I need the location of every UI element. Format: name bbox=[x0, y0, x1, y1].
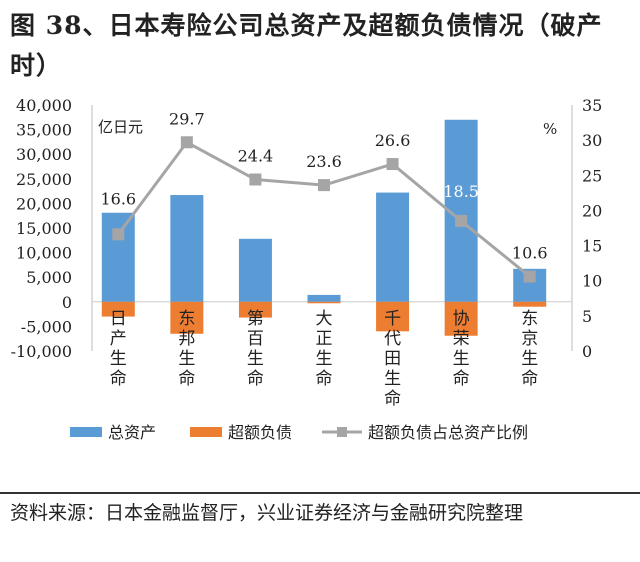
legend-label: 超额负债 bbox=[228, 423, 292, 442]
bar-超额负债 bbox=[101, 301, 135, 317]
category-label: 生 bbox=[247, 349, 264, 369]
left-tick-label: 20,000 bbox=[16, 194, 72, 213]
bar-总资产 bbox=[170, 195, 204, 302]
category-label: 命 bbox=[110, 369, 127, 389]
left-axis-unit: 亿日元 bbox=[98, 118, 143, 136]
category-label: 大 bbox=[316, 309, 333, 329]
line-marker bbox=[318, 179, 330, 192]
line-marker bbox=[455, 214, 468, 227]
chart: 40,000 35,000 30,000 25,000 20,000 15,000 10,0… bbox=[11, 96, 603, 442]
left-tick-label: 30,000 bbox=[16, 145, 72, 164]
left-tick-label: 40,000 bbox=[16, 96, 72, 115]
category-label: 命 bbox=[316, 369, 333, 389]
category-label: 千 bbox=[384, 309, 401, 329]
divider bbox=[0, 492, 640, 494]
category-label: 生 bbox=[110, 349, 127, 369]
category-label: 生 bbox=[521, 349, 538, 369]
right-axis-unit: % bbox=[543, 120, 557, 138]
category-label: 第 bbox=[247, 309, 264, 329]
bar-超额负债 bbox=[238, 301, 272, 318]
left-tick-label: -5,000 bbox=[21, 317, 72, 336]
data-label: 29.7 bbox=[169, 109, 205, 128]
right-tick-label: 5 bbox=[582, 307, 592, 326]
left-tick-label: -10,000 bbox=[11, 342, 72, 361]
category-label: 荣 bbox=[453, 329, 470, 349]
bar-超额负债 bbox=[444, 301, 478, 336]
category-label: 协 bbox=[453, 309, 470, 329]
line-marker bbox=[180, 136, 193, 149]
bar-总资产 bbox=[307, 294, 341, 302]
left-tick-label: 25,000 bbox=[16, 170, 72, 189]
legend-marker bbox=[337, 427, 347, 437]
line-marker bbox=[523, 270, 536, 283]
category-label: 正 bbox=[316, 329, 333, 349]
category-label: 百 bbox=[247, 329, 264, 349]
bar-总资产 bbox=[101, 212, 135, 302]
category-label: 生 bbox=[384, 369, 401, 389]
source-note: 资料来源：日本金融监督厅，兴业证券经济与金融研究院整理 bbox=[10, 502, 524, 524]
left-tick-label: 35,000 bbox=[16, 121, 72, 140]
bar-总资产 bbox=[376, 192, 410, 302]
right-tick-label: 10 bbox=[582, 272, 602, 291]
category-label: 命 bbox=[247, 369, 264, 389]
category-label: 生 bbox=[453, 349, 470, 369]
line-marker bbox=[112, 228, 125, 241]
line-marker bbox=[386, 158, 399, 171]
legend-label: 总资产 bbox=[108, 423, 156, 442]
data-label: 10.6 bbox=[512, 243, 548, 262]
category-label: 生 bbox=[178, 349, 195, 369]
category-label: 邦 bbox=[178, 329, 195, 349]
category-label: 东 bbox=[178, 309, 195, 329]
left-tick-label: 15,000 bbox=[16, 219, 72, 238]
category-label: 命 bbox=[384, 389, 401, 409]
category-label: 东 bbox=[521, 309, 538, 329]
data-label: 26.6 bbox=[375, 131, 411, 150]
left-tick-label: 5,000 bbox=[26, 268, 72, 287]
figure-title: 图 38、日本寿险公司总资产及超额负债情况（破产时） bbox=[10, 11, 603, 80]
legend-swatch bbox=[70, 427, 102, 437]
right-tick-label: 15 bbox=[582, 237, 602, 256]
data-label: 18.5 bbox=[443, 182, 479, 201]
bar-超额负债 bbox=[513, 301, 547, 307]
left-tick-label: 0 bbox=[62, 293, 72, 312]
bar-超额负债 bbox=[307, 301, 341, 304]
category-label: 京 bbox=[521, 329, 538, 349]
right-tick-label: 25 bbox=[582, 166, 602, 185]
bar-超额负债 bbox=[376, 301, 410, 332]
category-label: 命 bbox=[178, 369, 195, 389]
line-marker bbox=[249, 173, 262, 186]
category-label: 命 bbox=[453, 369, 470, 389]
legend-label: 超额负债占总资产比例 bbox=[368, 423, 528, 442]
left-tick-label: 10,000 bbox=[16, 244, 72, 263]
data-label: 16.6 bbox=[100, 189, 136, 208]
category-label: 产 bbox=[110, 329, 127, 349]
right-tick-label: 0 bbox=[582, 342, 592, 361]
data-label: 23.6 bbox=[306, 152, 342, 171]
right-tick-label: 20 bbox=[582, 201, 602, 220]
category-label: 田 bbox=[384, 349, 401, 369]
category-label: 日 bbox=[110, 309, 127, 329]
category-label: 代 bbox=[384, 329, 401, 349]
bar-总资产 bbox=[238, 238, 272, 302]
bar-超额负债 bbox=[170, 301, 204, 334]
category-label: 生 bbox=[316, 349, 333, 369]
category-label: 命 bbox=[521, 369, 538, 389]
legend-swatch bbox=[190, 427, 222, 437]
right-tick-label: 30 bbox=[582, 131, 602, 150]
right-tick-label: 35 bbox=[582, 96, 602, 115]
data-label: 24.4 bbox=[238, 147, 274, 166]
